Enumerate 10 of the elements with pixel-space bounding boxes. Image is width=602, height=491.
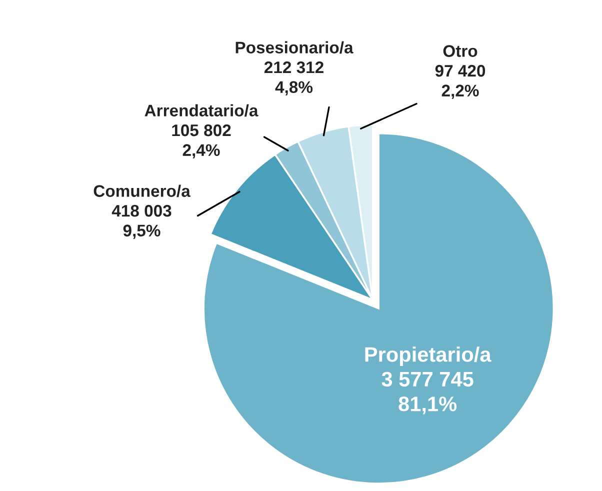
slice-label: Comunero/a [94, 184, 190, 198]
slice-label: Otro [443, 45, 478, 57]
data-label: 97 420 2,2% [435, 64, 486, 99]
data-label: 105 802 2,4% [172, 124, 231, 158]
data-label: 3 577 745 81,1% [382, 372, 474, 414]
slice-label: Arrendatario/a [144, 104, 258, 117]
data-label: 212 312 4,8% [264, 61, 324, 96]
slice-label: Posesionario/a [236, 41, 354, 54]
data-label: 418 003 9,5% [112, 204, 172, 239]
slice-label: Propietario/a [365, 346, 492, 366]
